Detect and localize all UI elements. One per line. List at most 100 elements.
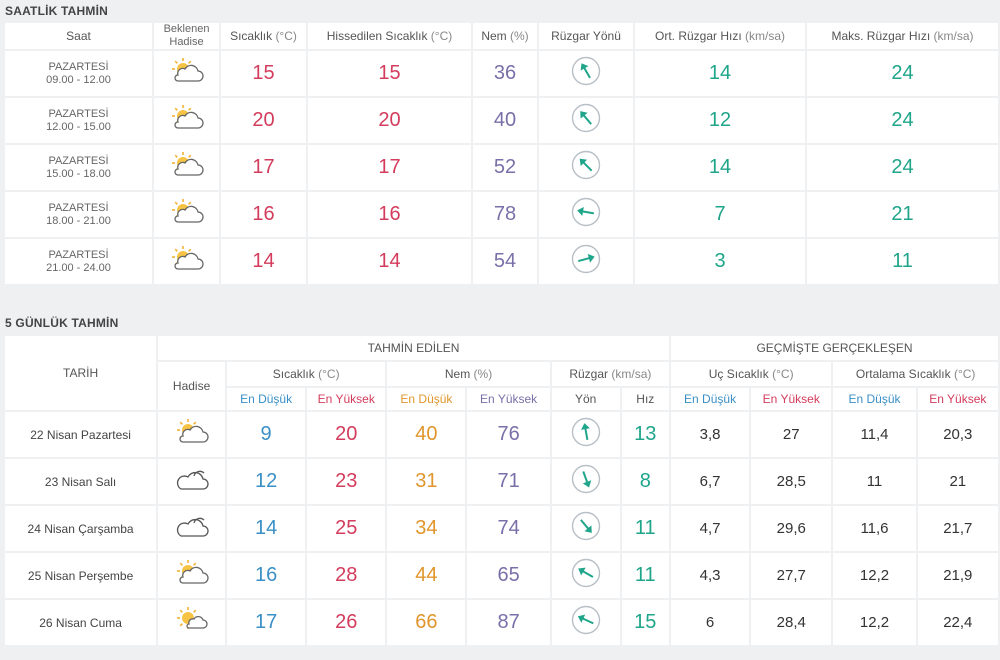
header-temp-min: En Düşük [227, 388, 306, 410]
daily-temp-max: 23 [307, 459, 386, 504]
header-feels: Hissedilen Sıcaklık (°C) [308, 23, 471, 49]
header-past: GEÇMİŞTE GERÇEKLEŞEN [670, 336, 998, 360]
hourly-day: PAZARTESİ [48, 248, 109, 261]
daily-temp-min: 17 [227, 600, 306, 645]
daily-event-cell [158, 506, 226, 551]
wind-direction-icon [571, 605, 601, 635]
hourly-humidity: 40 [473, 98, 537, 143]
hourly-avg-wind: 14 [635, 51, 805, 96]
header-event: Hadise [158, 362, 226, 410]
cloudy-icon [174, 512, 210, 540]
daily-row: 23 Nisan Salı 12 23 31 71 8 6,7 28,5 11 21 [5, 459, 998, 504]
hourly-max-wind: 24 [807, 98, 998, 143]
header-event: Beklenen Hadise [154, 23, 219, 49]
daily-hum-max: 71 [467, 459, 550, 504]
hourly-avg-wind: 14 [635, 145, 805, 190]
hourly-time-cell: PAZARTESİ 09.00 - 12.00 [5, 51, 152, 96]
header-wind-dir: Rüzgar Yönü [539, 23, 633, 49]
wind-direction-icon [571, 244, 601, 274]
daily-date: 25 Nisan Perşembe [5, 553, 157, 598]
hourly-temp: 15 [221, 51, 306, 96]
hourly-row: PAZARTESİ 12.00 - 15.00 20 20 40 12 24 [5, 98, 998, 143]
daily-hum-min: 40 [387, 412, 466, 457]
cloudy-icon [174, 465, 210, 493]
daily-extreme-max: 29,6 [751, 506, 832, 551]
wind-direction-icon [571, 511, 601, 541]
header-extreme-max: En Yüksek [751, 388, 832, 410]
partly-cloudy-icon [169, 104, 205, 132]
hourly-day: PAZARTESİ [48, 154, 109, 167]
hourly-day: PAZARTESİ [48, 201, 109, 214]
daily-extreme-max: 28,5 [751, 459, 832, 504]
daily-row: 25 Nisan Perşembe 16 28 44 65 11 4,3 27,7 12,2 21… [5, 553, 998, 598]
hourly-avg-wind: 3 [635, 239, 805, 284]
daily-extreme-max: 27,7 [751, 553, 832, 598]
wind-direction-icon [571, 417, 601, 447]
hourly-time-cell: PAZARTESİ 15.00 - 18.00 [5, 145, 152, 190]
daily-wind-dir [551, 459, 620, 504]
hourly-temp: 17 [221, 145, 306, 190]
hourly-range: 12.00 - 15.00 [46, 120, 111, 133]
hourly-wind-dir [539, 98, 633, 143]
hourly-temp: 14 [221, 239, 306, 284]
daily-wind-speed: 11 [621, 506, 669, 551]
daily-hum-min: 31 [387, 459, 466, 504]
daily-extreme-min: 3,8 [670, 412, 750, 457]
hourly-humidity: 54 [473, 239, 537, 284]
daily-wind-speed: 15 [621, 600, 669, 645]
daily-event-cell [158, 600, 226, 645]
hourly-section-title: SAATLİK TAHMİN [5, 4, 109, 18]
hourly-row: PAZARTESİ 15.00 - 18.00 17 17 52 14 24 [5, 145, 998, 190]
hourly-avg-wind: 7 [635, 192, 805, 237]
daily-forecast-table: TARİH TAHMİN EDİLEN GEÇMİŞTE GERÇEKLEŞEN… [3, 334, 1000, 647]
partly-cloudy-icon [169, 151, 205, 179]
daily-temp-max: 20 [307, 412, 386, 457]
daily-event-cell [158, 459, 226, 504]
hourly-range: 09.00 - 12.00 [46, 73, 111, 86]
daily-date: 26 Nisan Cuma [5, 600, 157, 645]
daily-date: 22 Nisan Pazartesi [5, 412, 157, 457]
daily-row: 22 Nisan Pazartesi 9 20 40 76 13 3,8 27 11,4 20,3 [5, 412, 998, 457]
wind-direction-icon [571, 150, 601, 180]
daily-wind-dir [551, 412, 620, 457]
hourly-time-cell: PAZARTESİ 12.00 - 15.00 [5, 98, 152, 143]
hourly-event-cell [154, 51, 219, 96]
hourly-range: 21.00 - 24.00 [46, 261, 111, 274]
daily-extreme-max: 28,4 [751, 600, 832, 645]
sunny-cloud-icon [174, 606, 210, 634]
header-time: Saat [5, 23, 152, 49]
daily-wind-speed: 13 [621, 412, 669, 457]
header-hum-min: En Düşük [387, 388, 466, 410]
header-hum-max: En Yüksek [467, 388, 550, 410]
daily-wind-speed: 11 [621, 553, 669, 598]
header-wind: Rüzgar (km/sa) [551, 362, 669, 386]
daily-temp-min: 9 [227, 412, 306, 457]
daily-temp-max: 28 [307, 553, 386, 598]
daily-section-title: 5 GÜNLÜK TAHMİN [5, 316, 119, 330]
daily-date: 24 Nisan Çarşamba [5, 506, 157, 551]
daily-avg-min: 12,2 [833, 553, 916, 598]
daily-hum-min: 66 [387, 600, 466, 645]
daily-row: 24 Nisan Çarşamba 14 25 34 74 11 4,7 29,6 11,6 21… [5, 506, 998, 551]
daily-hum-min: 44 [387, 553, 466, 598]
hourly-humidity: 36 [473, 51, 537, 96]
daily-temp-min: 12 [227, 459, 306, 504]
header-humidity: Nem (%) [387, 362, 550, 386]
daily-hum-max: 74 [467, 506, 550, 551]
hourly-wind-dir [539, 239, 633, 284]
header-avg-wind: Ort. Rüzgar Hızı (km/sa) [635, 23, 805, 49]
header-date: TARİH [5, 336, 157, 410]
header-avg-temp: Ortalama Sıcaklık (°C) [833, 362, 998, 386]
daily-temp-max: 25 [307, 506, 386, 551]
partly-cloudy-icon [174, 418, 210, 446]
hourly-feels: 14 [308, 239, 471, 284]
hourly-max-wind: 24 [807, 51, 998, 96]
daily-avg-max: 20,3 [917, 412, 998, 457]
daily-wind-speed: 8 [621, 459, 669, 504]
daily-hum-max: 65 [467, 553, 550, 598]
header-humidity: Nem (%) [473, 23, 537, 49]
daily-date: 23 Nisan Salı [5, 459, 157, 504]
hourly-time-cell: PAZARTESİ 18.00 - 21.00 [5, 192, 152, 237]
hourly-humidity: 52 [473, 145, 537, 190]
daily-avg-min: 11,6 [833, 506, 916, 551]
